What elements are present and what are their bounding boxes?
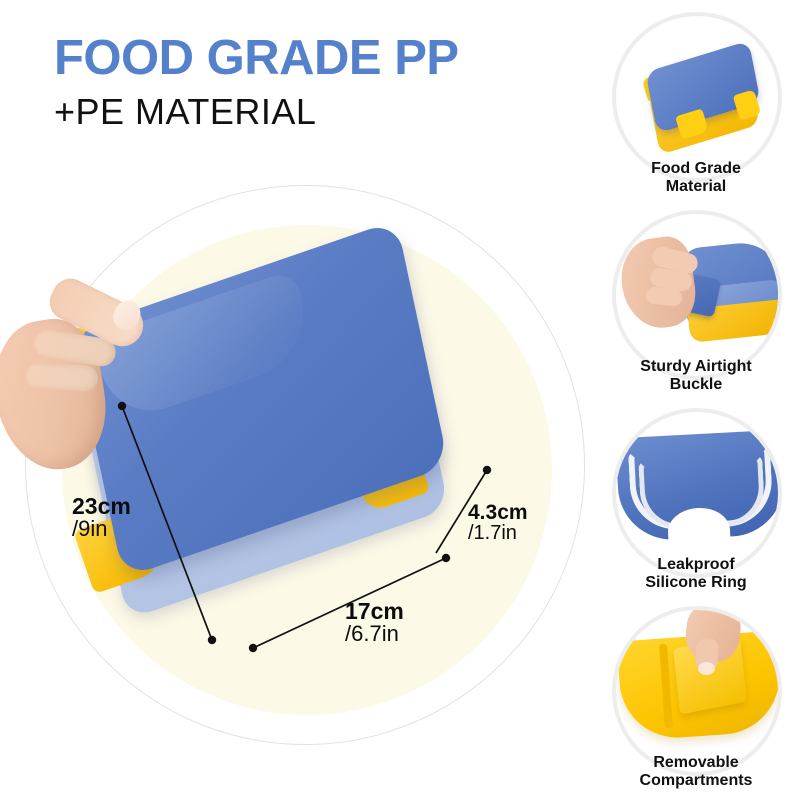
- feature-card-food-grade-material[interactable]: Food Grade Material: [598, 6, 794, 202]
- feature-card-removable-compartments[interactable]: Removable Compartments: [598, 600, 794, 796]
- dimension-depth: 4.3cm /1.7in: [468, 502, 528, 544]
- feature-label: Removable Compartments: [598, 754, 794, 790]
- page-subtitle: +PE MATERIAL: [54, 91, 317, 132]
- lunchbox-icon: [616, 16, 778, 178]
- buckle-hand-icon: [616, 214, 778, 376]
- feature-label-line1: Sturdy Airtight: [640, 358, 752, 376]
- dimension-depth-in: /1.7in: [468, 522, 517, 545]
- feature-label-line1: Food Grade: [651, 160, 741, 178]
- feature-label-line2: Buckle: [669, 376, 723, 394]
- silicone-ring-icon: [616, 412, 778, 574]
- feature-circle: [612, 12, 782, 182]
- dimension-height-in: /9in: [72, 516, 108, 542]
- hand-holding-box: [0, 272, 151, 478]
- header-block: FOOD GRADE PP +PE MATERIAL: [54, 34, 594, 130]
- backdrop-outline-circle: [25, 185, 585, 745]
- page-title: FOOD GRADE PP: [54, 31, 459, 85]
- feature-label-line2: Material: [665, 178, 727, 196]
- product-stage: 23cm /9in 17cm /6.7in 4.3cm /1.7in: [0, 170, 600, 800]
- feature-label: Food Grade Material: [598, 160, 794, 196]
- feature-circle: [612, 606, 782, 776]
- middle-finger: [25, 362, 99, 392]
- feature-circle: [612, 408, 782, 578]
- dimension-height-cm: 23cm: [72, 493, 131, 519]
- feature-label-line1: Removable: [653, 754, 739, 772]
- feature-card-sturdy-airtight-buckle[interactable]: Sturdy Airtight Buckle: [598, 204, 794, 400]
- feature-label-line1: Leakproof: [657, 556, 735, 574]
- removable-tray-icon: [616, 610, 778, 772]
- feature-card-leakproof-silicone-ring[interactable]: Leakproof Silicone Ring: [598, 402, 794, 598]
- feature-label-line2: Silicone Ring: [645, 574, 747, 592]
- dimension-width: 17cm /6.7in: [345, 598, 404, 647]
- product-illustration: [0, 219, 470, 630]
- feature-label: Leakproof Silicone Ring: [598, 556, 794, 592]
- feature-label: Sturdy Airtight Buckle: [598, 358, 794, 394]
- feature-list: Food Grade Material Sturdy Airtigh: [598, 6, 796, 798]
- dimension-width-cm: 17cm: [345, 598, 404, 624]
- feature-label-line2: Compartments: [639, 772, 753, 790]
- feature-circle: [612, 210, 782, 380]
- dimension-width-in: /6.7in: [345, 621, 399, 647]
- dimension-height: 23cm /9in: [72, 493, 131, 542]
- dimension-depth-cm: 4.3cm: [468, 501, 528, 524]
